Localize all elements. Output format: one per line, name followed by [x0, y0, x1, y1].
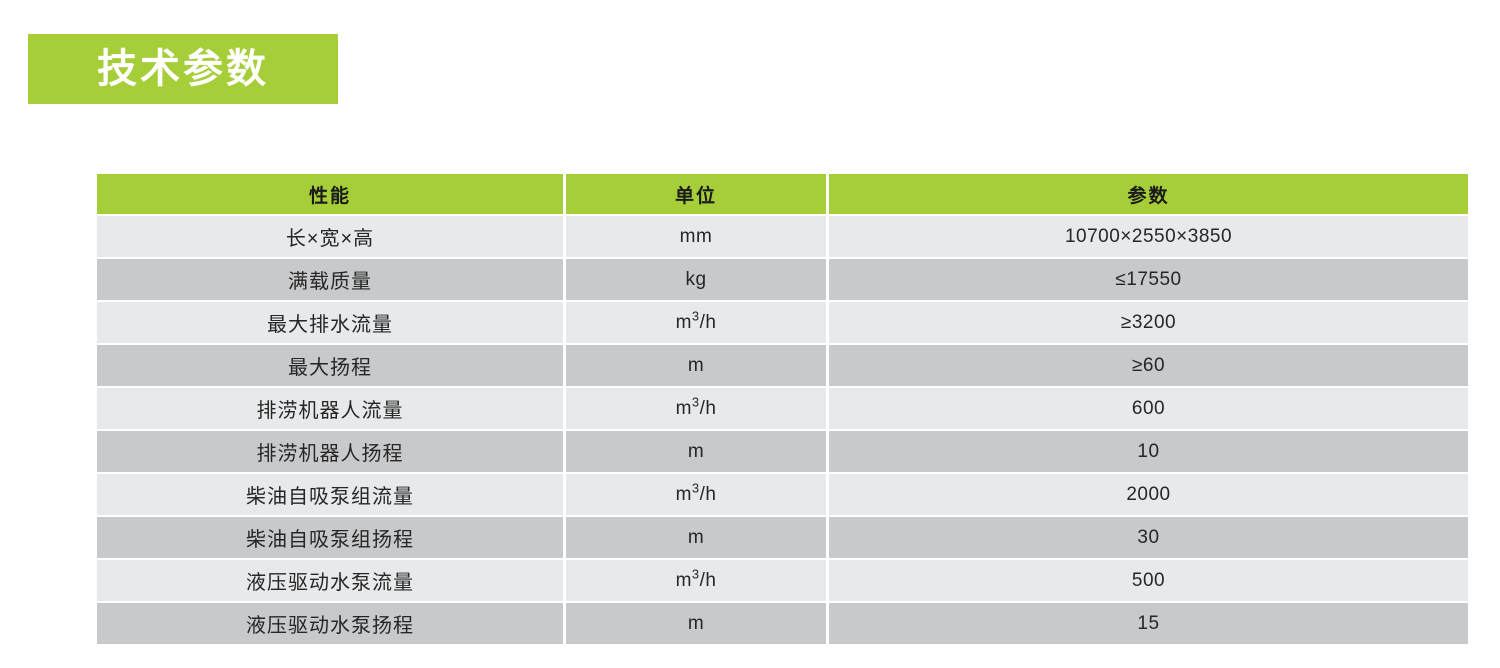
cell-parameter: ≤17550: [829, 259, 1468, 300]
cell-unit: m3/h: [566, 388, 826, 429]
table-row: 排涝机器人扬程 m 10: [97, 431, 1468, 472]
unit-exponent: 3: [691, 480, 700, 496]
unit-suffix: /h: [699, 311, 717, 333]
table-body: 长×宽×高 mm 10700×2550×3850 满载质量 kg ≤17550 最大排水流量…: [97, 216, 1468, 644]
cell-parameter: 10: [829, 431, 1468, 472]
table-header: 性能 单位 参数: [97, 174, 1468, 214]
page-title: 技术参数: [97, 47, 269, 91]
column-header-unit: 单位: [566, 174, 826, 214]
table-row: 排涝机器人流量 m3/h 600: [97, 388, 1468, 429]
cell-unit: m: [566, 517, 826, 558]
cell-performance: 柴油自吸泵组流量: [97, 474, 563, 515]
cell-performance: 排涝机器人扬程: [97, 431, 563, 472]
cell-performance: 液压驱动水泵扬程: [97, 603, 563, 644]
cell-parameter: 15: [829, 603, 1468, 644]
unit-base: m: [675, 483, 692, 505]
cell-unit: m3/h: [566, 560, 826, 601]
cell-parameter: 30: [829, 517, 1468, 558]
technical-parameters-table: 性能 单位 参数 长×宽×高 mm 10700×2550×3850 满载质量 kg ≤17…: [94, 172, 1471, 646]
cell-performance: 长×宽×高: [97, 216, 563, 257]
cell-unit: m3/h: [566, 302, 826, 343]
cell-unit: kg: [566, 259, 826, 300]
cell-performance: 柴油自吸泵组扬程: [97, 517, 563, 558]
cell-performance: 满载质量: [97, 259, 563, 300]
table-row: 满载质量 kg ≤17550: [97, 259, 1468, 300]
cell-unit: mm: [566, 216, 826, 257]
section-title-banner: 技术参数: [28, 34, 338, 104]
cell-unit: m3/h: [566, 474, 826, 515]
unit-base: m: [675, 397, 692, 419]
unit-suffix: /h: [699, 397, 717, 419]
cell-parameter: 2000: [829, 474, 1468, 515]
cell-parameter: 10700×2550×3850: [829, 216, 1468, 257]
unit-base: m: [675, 311, 692, 333]
unit-exponent: 3: [691, 308, 700, 324]
cell-parameter: ≥60: [829, 345, 1468, 386]
unit-suffix: /h: [699, 569, 717, 591]
cell-performance: 最大扬程: [97, 345, 563, 386]
table-row: 长×宽×高 mm 10700×2550×3850: [97, 216, 1468, 257]
unit-base: m: [675, 569, 692, 591]
cell-performance: 排涝机器人流量: [97, 388, 563, 429]
cell-parameter: 600: [829, 388, 1468, 429]
table-row: 柴油自吸泵组扬程 m 30: [97, 517, 1468, 558]
table-header-row: 性能 单位 参数: [97, 174, 1468, 214]
unit-exponent: 3: [691, 394, 700, 410]
table-row: 柴油自吸泵组流量 m3/h 2000: [97, 474, 1468, 515]
cell-unit: m: [566, 431, 826, 472]
cell-parameter: ≥3200: [829, 302, 1468, 343]
cell-unit: m: [566, 345, 826, 386]
table-row: 液压驱动水泵扬程 m 15: [97, 603, 1468, 644]
table-row: 最大扬程 m ≥60: [97, 345, 1468, 386]
table-row: 最大排水流量 m3/h ≥3200: [97, 302, 1468, 343]
unit-exponent: 3: [691, 566, 700, 582]
cell-parameter: 500: [829, 560, 1468, 601]
cell-unit: m: [566, 603, 826, 644]
unit-suffix: /h: [699, 483, 717, 505]
table-row: 液压驱动水泵流量 m3/h 500: [97, 560, 1468, 601]
column-header-performance: 性能: [97, 174, 563, 214]
cell-performance: 液压驱动水泵流量: [97, 560, 563, 601]
column-header-parameter: 参数: [829, 174, 1468, 214]
cell-performance: 最大排水流量: [97, 302, 563, 343]
